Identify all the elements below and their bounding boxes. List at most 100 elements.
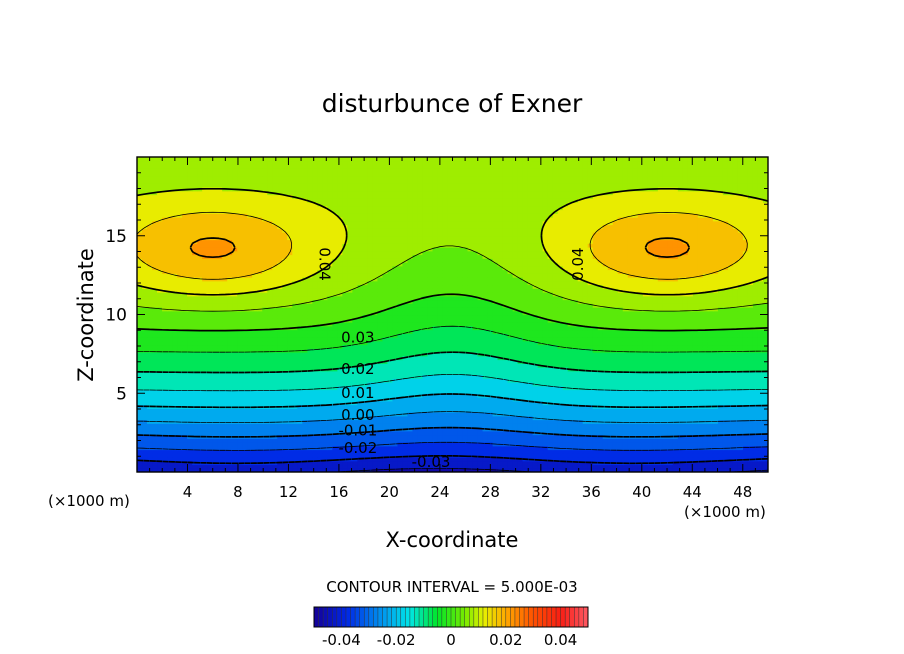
field-cell (277, 389, 283, 394)
field-cell (482, 370, 489, 376)
field-cell (367, 322, 373, 327)
field-cell (547, 363, 554, 368)
field-cell (637, 385, 644, 391)
field-cell (412, 397, 419, 402)
field-cell (342, 359, 348, 364)
field-cell (697, 457, 704, 462)
field-cell (182, 378, 188, 383)
field-cell (652, 438, 659, 443)
field-cell (517, 397, 524, 402)
field-cell (372, 445, 378, 451)
field-cell (687, 352, 694, 357)
field-cell (737, 370, 744, 376)
field-cell (587, 329, 594, 334)
field-cell (632, 359, 639, 364)
field-cell (412, 363, 419, 368)
field-cell (757, 374, 764, 379)
field-cell (302, 333, 308, 338)
field-cell (172, 374, 178, 379)
field-cell (647, 340, 654, 346)
field-cell (297, 389, 303, 394)
field-cell (712, 325, 719, 331)
field-cell (147, 385, 153, 391)
field-cell (357, 464, 363, 469)
field-cell (347, 415, 353, 421)
field-cell (212, 337, 218, 342)
field-cell (727, 434, 734, 439)
field-cell (402, 382, 409, 387)
field-cell (582, 344, 589, 349)
field-cell (417, 370, 424, 376)
field-cell (242, 442, 248, 447)
field-cell (547, 382, 554, 387)
field-cell (247, 389, 253, 394)
field-cell (597, 393, 604, 398)
field-cell (267, 329, 273, 334)
field-cell (572, 378, 579, 383)
field-cell (522, 382, 529, 387)
field-cell (452, 374, 459, 379)
field-cell (707, 442, 714, 447)
field-cell (542, 415, 549, 421)
field-cell (192, 322, 198, 327)
field-cell (612, 408, 619, 413)
field-cell (692, 460, 699, 466)
field-cell (492, 382, 499, 387)
field-cell (532, 400, 539, 406)
field-cell (417, 449, 424, 454)
field-cell (137, 397, 143, 402)
field-cell (382, 453, 388, 458)
field-cell (532, 419, 539, 424)
field-cell (292, 460, 298, 466)
field-cell (542, 449, 549, 454)
field-cell (532, 449, 539, 454)
field-cell (312, 344, 318, 349)
field-cell (267, 415, 273, 421)
field-cell (222, 400, 228, 406)
field-cell (757, 430, 764, 436)
field-cell (527, 393, 534, 398)
field-cell (147, 333, 153, 338)
field-cell (687, 442, 694, 447)
field-cell (462, 329, 469, 334)
field-cell (187, 322, 193, 327)
field-cell (697, 385, 704, 391)
field-cell (147, 423, 153, 428)
field-cell (417, 348, 424, 353)
field-cell (457, 430, 464, 436)
field-cell (547, 415, 554, 421)
field-cell (642, 348, 649, 353)
field-cell (302, 363, 308, 368)
field-cell (572, 329, 579, 334)
field-cell (427, 385, 434, 391)
field-cell (522, 337, 529, 342)
field-cell (467, 419, 474, 424)
field-cell (572, 337, 579, 342)
field-cell (317, 322, 323, 327)
field-cell (722, 352, 729, 357)
field-cell (322, 412, 328, 417)
field-cell (137, 337, 143, 342)
field-cell (637, 397, 644, 402)
field-cell (722, 400, 729, 406)
field-cell (157, 464, 163, 469)
field-cell (357, 325, 363, 331)
field-cell (322, 404, 328, 409)
field-cell (497, 393, 504, 398)
field-cell (532, 434, 539, 439)
field-cell (587, 389, 594, 394)
field-cell (222, 333, 228, 338)
field-cell (467, 359, 474, 364)
field-cell (652, 400, 659, 406)
field-cell (477, 430, 484, 436)
field-cell (672, 415, 679, 421)
field-cell (172, 348, 178, 353)
field-cell (402, 457, 409, 462)
field-cell (617, 427, 624, 432)
field-cell (357, 449, 363, 454)
field-cell (457, 374, 464, 379)
field-cell (492, 359, 499, 364)
field-cell (427, 374, 434, 379)
field-cell (577, 397, 584, 402)
field-cell (592, 442, 599, 447)
